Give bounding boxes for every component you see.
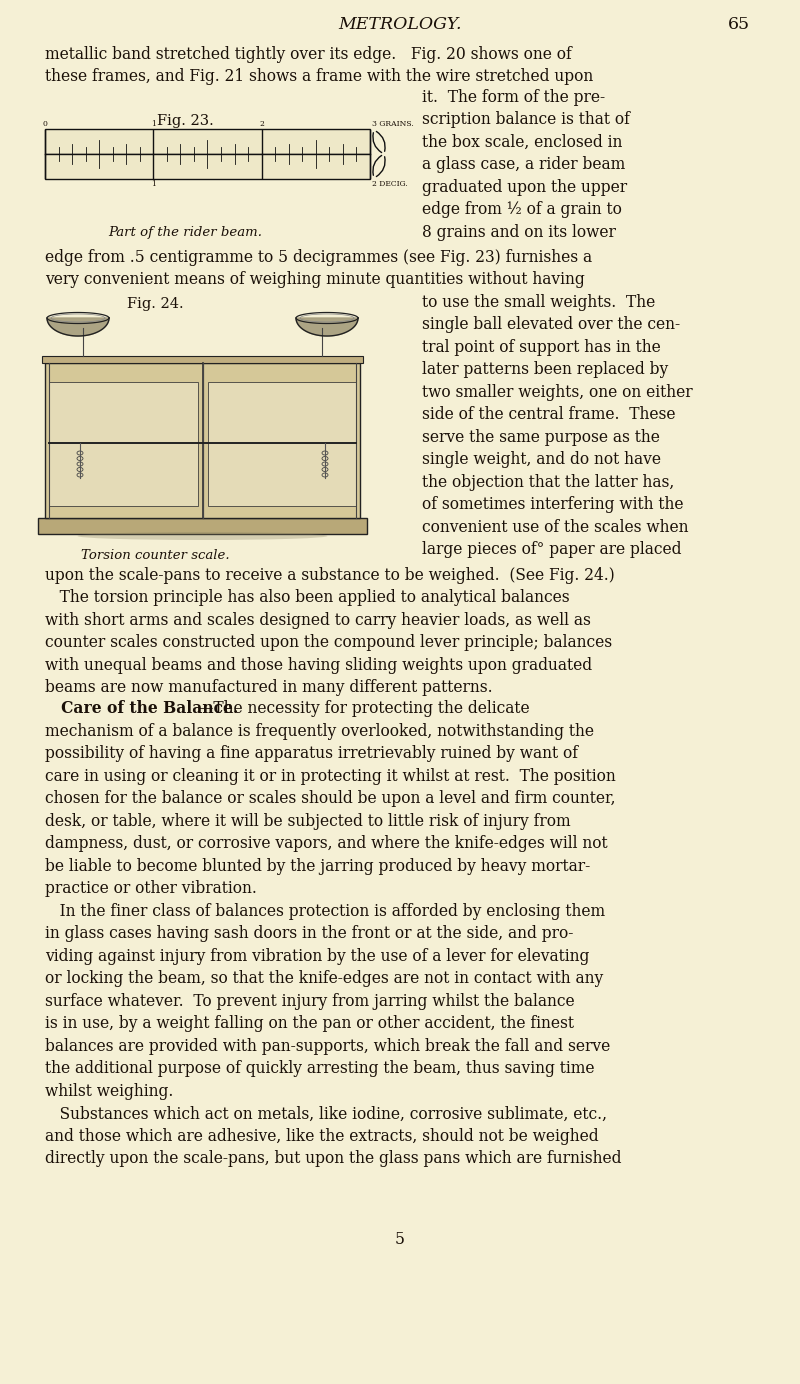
Text: balances are provided with pan-supports, which break the fall and serve: balances are provided with pan-supports,…	[45, 1038, 610, 1055]
Bar	[45, 363, 360, 518]
Text: 2 DECIG.: 2 DECIG.	[372, 180, 408, 188]
Text: —The necessity for protecting the delicate: —The necessity for protecting the delica…	[198, 700, 530, 717]
Text: large pieces of° paper are placed: large pieces of° paper are placed	[422, 541, 682, 559]
Text: graduated upon the upper: graduated upon the upper	[422, 179, 627, 197]
Text: to use the small weights.  The: to use the small weights. The	[422, 293, 655, 311]
Text: surface whatever.  To prevent injury from jarring whilst the balance: surface whatever. To prevent injury from…	[45, 992, 574, 1010]
Text: 65: 65	[728, 17, 750, 33]
Text: single ball elevated over the cen-: single ball elevated over the cen-	[422, 317, 680, 334]
Text: Care of the Balance.: Care of the Balance.	[45, 700, 238, 717]
Text: these frames, and Fig. 21 shows a frame with the wire stretched upon: these frames, and Fig. 21 shows a frame …	[45, 68, 594, 86]
Text: In the finer class of balances protection is afforded by enclosing them: In the finer class of balances protectio…	[45, 902, 605, 920]
Text: the additional purpose of quickly arresting the beam, thus saving time: the additional purpose of quickly arrest…	[45, 1060, 594, 1078]
Bar	[49, 382, 198, 505]
Text: whilst weighing.: whilst weighing.	[45, 1084, 174, 1100]
Text: of sometimes interfering with the: of sometimes interfering with the	[422, 497, 683, 513]
Text: edge from ½ of a grain to: edge from ½ of a grain to	[422, 202, 622, 219]
Text: convenient use of the scales when: convenient use of the scales when	[422, 519, 689, 536]
Text: edge from .5 centigramme to 5 decigrammes (see Fig. 23) furnishes a: edge from .5 centigramme to 5 decigramme…	[45, 249, 592, 266]
Text: possibility of having a fine apparatus irretrievably ruined by want of: possibility of having a fine apparatus i…	[45, 746, 578, 763]
Text: serve the same purpose as the: serve the same purpose as the	[422, 429, 660, 446]
Text: tral point of support has in the: tral point of support has in the	[422, 339, 661, 356]
Text: 8 grains and on its lower: 8 grains and on its lower	[422, 224, 616, 241]
Text: the objection that the latter has,: the objection that the latter has,	[422, 473, 674, 491]
Text: in glass cases having sash doors in the front or at the side, and pro-: in glass cases having sash doors in the …	[45, 926, 574, 943]
Text: Part of the rider beam.: Part of the rider beam.	[108, 226, 262, 239]
Text: 0: 0	[42, 120, 47, 127]
Text: 5: 5	[395, 1230, 405, 1248]
Text: is in use, by a weight falling on the pan or other accident, the finest: is in use, by a weight falling on the pa…	[45, 1016, 574, 1032]
Text: directly upon the scale-pans, but upon the glass pans which are furnished: directly upon the scale-pans, but upon t…	[45, 1150, 622, 1168]
Text: single weight, and do not have: single weight, and do not have	[422, 451, 661, 469]
Text: Fig. 23.: Fig. 23.	[157, 113, 214, 127]
Text: dampness, dust, or corrosive vapors, and where the knife-edges will not: dampness, dust, or corrosive vapors, and…	[45, 836, 608, 853]
Text: with unequal beams and those having sliding weights upon graduated: with unequal beams and those having slid…	[45, 657, 592, 674]
Text: care in using or cleaning it or in protecting it whilst at rest.  The position: care in using or cleaning it or in prote…	[45, 768, 616, 785]
Text: a glass case, a rider beam: a glass case, a rider beam	[422, 156, 626, 173]
Text: Substances which act on metals, like iodine, corrosive sublimate, etc.,: Substances which act on metals, like iod…	[45, 1106, 607, 1122]
Text: Torsion counter scale.: Torsion counter scale.	[81, 549, 230, 562]
Text: be liable to become blunted by the jarring produced by heavy mortar-: be liable to become blunted by the jarri…	[45, 858, 590, 875]
Ellipse shape	[78, 531, 327, 540]
Text: 2: 2	[259, 120, 264, 127]
Text: The torsion principle has also been applied to analytical balances: The torsion principle has also been appl…	[45, 590, 570, 606]
Bar	[42, 356, 363, 363]
Text: later patterns been replaced by: later patterns been replaced by	[422, 361, 668, 378]
Bar	[45, 129, 370, 154]
Text: 1: 1	[151, 180, 156, 188]
Bar	[207, 382, 356, 505]
Text: practice or other vibration.: practice or other vibration.	[45, 880, 257, 897]
Text: and those which are adhesive, like the extracts, should not be weighed: and those which are adhesive, like the e…	[45, 1128, 598, 1145]
Bar	[45, 154, 370, 179]
Text: mechanism of a balance is frequently overlooked, notwithstanding the: mechanism of a balance is frequently ove…	[45, 722, 594, 740]
Bar	[38, 518, 367, 534]
Text: chosen for the balance or scales should be upon a level and firm counter,: chosen for the balance or scales should …	[45, 790, 615, 807]
Text: viding against injury from vibration by the use of a lever for elevating: viding against injury from vibration by …	[45, 948, 590, 965]
Text: Fig. 24.: Fig. 24.	[126, 298, 183, 311]
Polygon shape	[47, 318, 109, 336]
Text: metallic band stretched tightly over its edge.   Fig. 20 shows one of: metallic band stretched tightly over its…	[45, 46, 572, 64]
Text: 3 GRAINS.: 3 GRAINS.	[372, 120, 414, 127]
Text: very convenient means of weighing minute quantities without having: very convenient means of weighing minute…	[45, 271, 585, 288]
Text: beams are now manufactured in many different patterns.: beams are now manufactured in many diffe…	[45, 680, 493, 696]
Text: two smaller weights, one on either: two smaller weights, one on either	[422, 383, 693, 401]
Text: side of the central frame.  These: side of the central frame. These	[422, 407, 675, 424]
Text: it.  The form of the pre-: it. The form of the pre-	[422, 89, 605, 107]
Polygon shape	[296, 318, 358, 336]
Text: upon the scale-pans to receive a substance to be weighed.  (See Fig. 24.): upon the scale-pans to receive a substan…	[45, 567, 614, 584]
Text: or locking the beam, so that the knife-edges are not in contact with any: or locking the beam, so that the knife-e…	[45, 970, 603, 988]
Text: with short arms and scales designed to carry heavier loads, as well as: with short arms and scales designed to c…	[45, 612, 591, 628]
Text: scription balance is that of: scription balance is that of	[422, 112, 630, 129]
Text: counter scales constructed upon the compound lever principle; balances: counter scales constructed upon the comp…	[45, 634, 612, 652]
Text: the box scale, enclosed in: the box scale, enclosed in	[422, 134, 622, 151]
Text: METROLOGY.: METROLOGY.	[338, 17, 462, 33]
Text: desk, or table, where it will be subjected to little risk of injury from: desk, or table, where it will be subject…	[45, 812, 570, 830]
Text: 1: 1	[151, 120, 156, 127]
